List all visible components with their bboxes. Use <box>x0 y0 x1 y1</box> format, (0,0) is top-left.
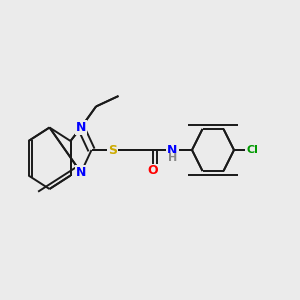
Text: N: N <box>76 121 86 134</box>
Text: N: N <box>76 166 86 179</box>
Text: H: H <box>168 153 177 164</box>
Text: N: N <box>167 143 178 157</box>
Text: S: S <box>108 143 117 157</box>
Text: Cl: Cl <box>246 145 258 155</box>
Text: O: O <box>148 164 158 178</box>
